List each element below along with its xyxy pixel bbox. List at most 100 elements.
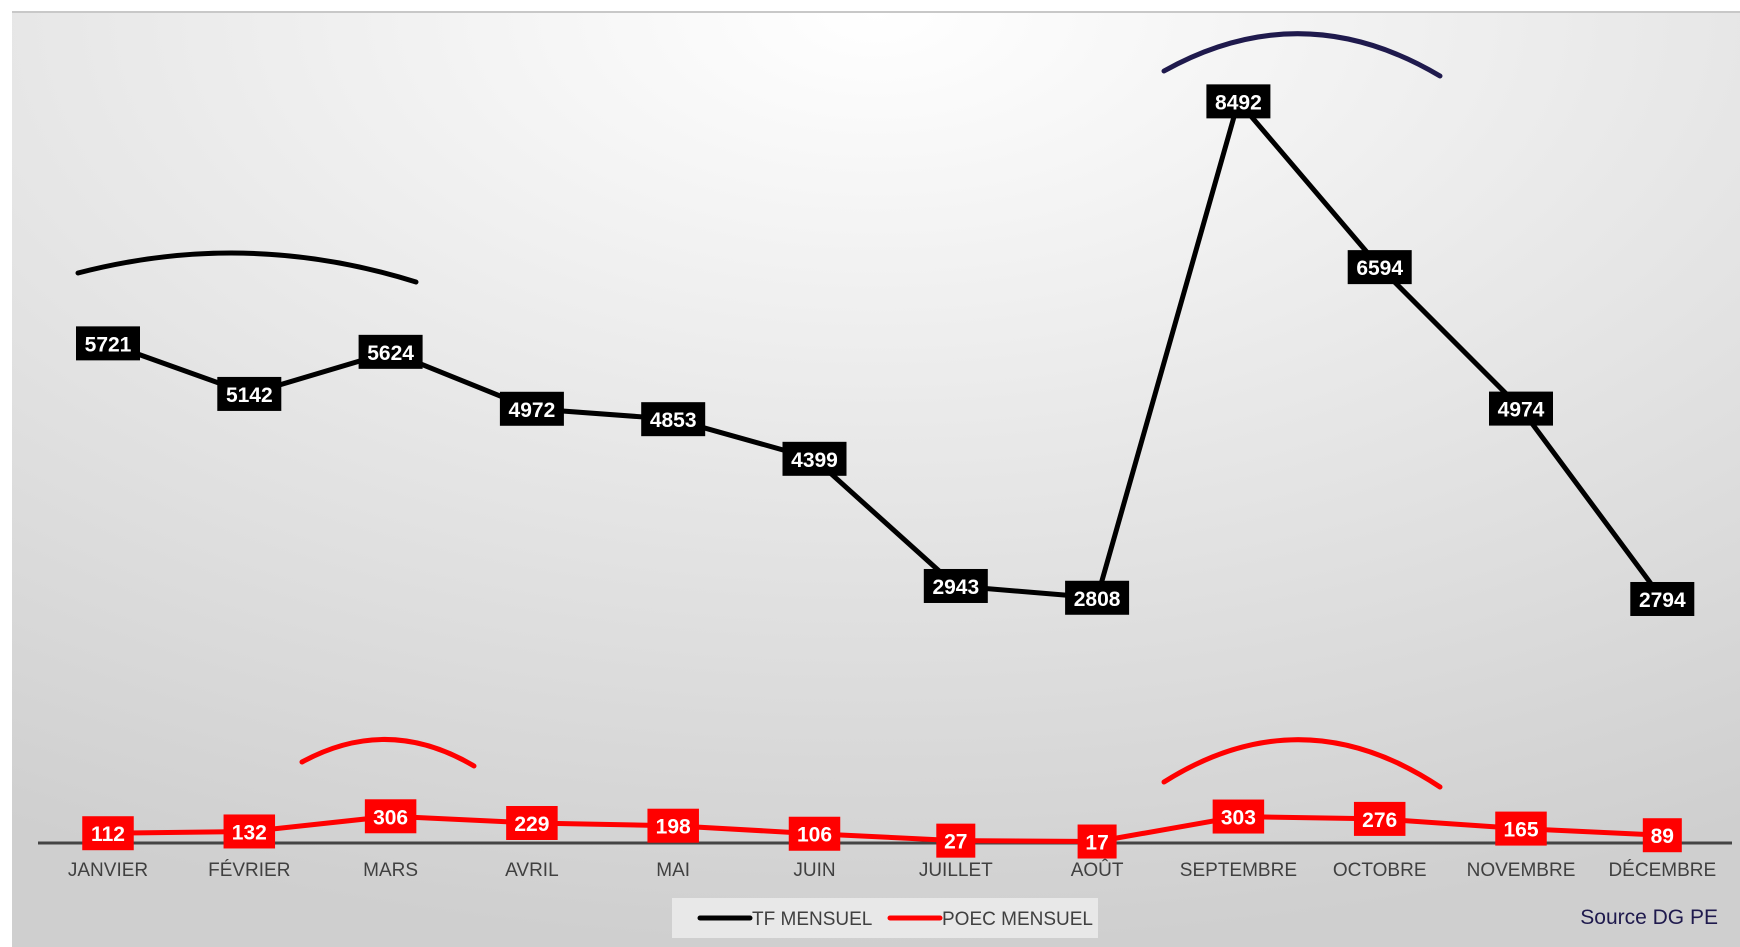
data-label-text: 2808 bbox=[1074, 588, 1121, 611]
data-label-box bbox=[1206, 84, 1271, 119]
data-label: 6594 bbox=[1347, 250, 1412, 285]
data-label-text: 17 bbox=[1085, 832, 1108, 855]
data-label: 106 bbox=[788, 816, 841, 851]
data-label-box bbox=[506, 806, 558, 841]
x-tick-label: JANVIER bbox=[68, 860, 148, 881]
x-tick-label: AVRIL bbox=[505, 860, 559, 881]
x-tick-label: FÉVRIER bbox=[208, 860, 290, 881]
data-label-box bbox=[499, 391, 564, 426]
x-tick-label: JUIN bbox=[793, 860, 835, 881]
data-label: 8492 bbox=[1206, 84, 1271, 119]
annotation-arc bbox=[299, 737, 477, 769]
data-label: 17 bbox=[1077, 824, 1117, 859]
data-label-box bbox=[358, 334, 423, 369]
data-label-box bbox=[76, 326, 140, 361]
data-label: 165 bbox=[1495, 811, 1547, 846]
data-label: 4972 bbox=[499, 391, 564, 426]
data-label-text: 2794 bbox=[1639, 589, 1686, 612]
data-label: 2794 bbox=[1630, 581, 1695, 616]
data-label: 303 bbox=[1212, 799, 1265, 834]
annotation-arc bbox=[75, 250, 419, 285]
data-label-text: 4853 bbox=[650, 409, 697, 432]
data-label-text: 229 bbox=[514, 813, 549, 836]
data-label-text: 27 bbox=[944, 831, 967, 854]
x-axis: JANVIER FÉVRIER MARS AVRIL MAI JUIN JUILLET AOÛ… bbox=[38, 841, 1732, 881]
data-label-text: 8492 bbox=[1215, 91, 1262, 114]
data-label-box bbox=[1065, 580, 1130, 615]
data-label-text: 112 bbox=[91, 823, 125, 846]
x-tick-label: MAI bbox=[656, 860, 690, 881]
data-label-box bbox=[1489, 391, 1553, 426]
data-label-box bbox=[923, 568, 988, 603]
data-label-box bbox=[82, 816, 134, 851]
x-tick-label: OCTOBRE bbox=[1333, 860, 1427, 881]
data-label: 5624 bbox=[358, 334, 423, 369]
data-label: 198 bbox=[647, 808, 699, 843]
data-label: 27 bbox=[936, 823, 976, 858]
x-tick-label: JUILLET bbox=[919, 860, 993, 881]
data-label-box bbox=[641, 402, 706, 437]
data-label-box bbox=[788, 816, 841, 851]
data-label: 4974 bbox=[1489, 391, 1553, 426]
data-label: 229 bbox=[506, 806, 558, 841]
data-label-text: 89 bbox=[1651, 825, 1674, 848]
data-label: 276 bbox=[1353, 801, 1406, 836]
x-tick-label: MARS bbox=[363, 860, 418, 881]
annotation-arc bbox=[1161, 31, 1443, 79]
data-label-text: 198 bbox=[656, 816, 691, 839]
data-label-text: 5624 bbox=[367, 342, 414, 365]
legend-item: TF MENSUEL bbox=[697, 909, 872, 930]
data-label-box bbox=[1642, 818, 1682, 853]
data-label-box bbox=[1353, 801, 1406, 836]
data-label-text: 106 bbox=[797, 824, 832, 847]
data-label-text: 5142 bbox=[226, 384, 273, 407]
data-label-text: 306 bbox=[373, 806, 408, 829]
data-label-box bbox=[782, 441, 847, 476]
data-label-text: 2943 bbox=[932, 576, 979, 599]
data-label: 112 bbox=[82, 816, 134, 851]
data-label-box bbox=[217, 376, 282, 411]
data-label: 89 bbox=[1642, 818, 1682, 853]
data-label-box bbox=[936, 823, 976, 858]
data-label-text: 5721 bbox=[85, 333, 132, 356]
data-label-box bbox=[1212, 799, 1265, 834]
data-label-box bbox=[647, 808, 699, 843]
data-label: 4853 bbox=[641, 402, 706, 437]
data-label-text: 6594 bbox=[1356, 257, 1403, 280]
data-label-box bbox=[223, 814, 276, 849]
data-label-box bbox=[1495, 811, 1547, 846]
data-label: 306 bbox=[364, 799, 417, 834]
data-label-box bbox=[1630, 581, 1695, 616]
legend: TF MENSUEL POEC MENSUEL bbox=[672, 898, 1098, 938]
data-label-text: 165 bbox=[1503, 819, 1538, 842]
data-label: 5142 bbox=[217, 376, 282, 411]
data-label-text: 4399 bbox=[791, 449, 838, 472]
legend-label: POEC MENSUEL bbox=[942, 909, 1093, 930]
data-label-text: 4972 bbox=[509, 399, 556, 422]
data-label: 4399 bbox=[782, 441, 847, 476]
annotation-arc bbox=[1161, 737, 1443, 790]
legend-label: TF MENSUEL bbox=[752, 909, 872, 930]
annotations bbox=[75, 31, 1443, 790]
x-tick-label: NOVEMBRE bbox=[1467, 860, 1576, 881]
x-tick-label: DÉCEMBRE bbox=[1608, 860, 1716, 881]
data-label: 2943 bbox=[923, 568, 988, 603]
data-label-text: 276 bbox=[1362, 809, 1397, 832]
x-tick-label: AOÛT bbox=[1071, 859, 1124, 881]
data-label-box bbox=[1077, 824, 1117, 859]
data-label-box bbox=[1347, 250, 1412, 285]
data-label-box bbox=[364, 799, 417, 834]
data-label: 2808 bbox=[1065, 580, 1130, 615]
data-label-text: 4974 bbox=[1498, 399, 1545, 422]
data-label: 132 bbox=[223, 814, 276, 849]
legend-item: POEC MENSUEL bbox=[887, 909, 1093, 930]
data-label-text: 303 bbox=[1221, 807, 1256, 830]
plot-background bbox=[12, 12, 1740, 947]
x-tick-label: SEPTEMBRE bbox=[1180, 860, 1297, 881]
data-label-text: 132 bbox=[232, 821, 267, 844]
source-note: Source DG PE bbox=[1580, 906, 1718, 929]
data-label: 5721 bbox=[76, 326, 140, 361]
data-labels: 5721 5142 5624 4972 4853 4399 2943 2808 8492 6594… bbox=[76, 84, 1695, 859]
